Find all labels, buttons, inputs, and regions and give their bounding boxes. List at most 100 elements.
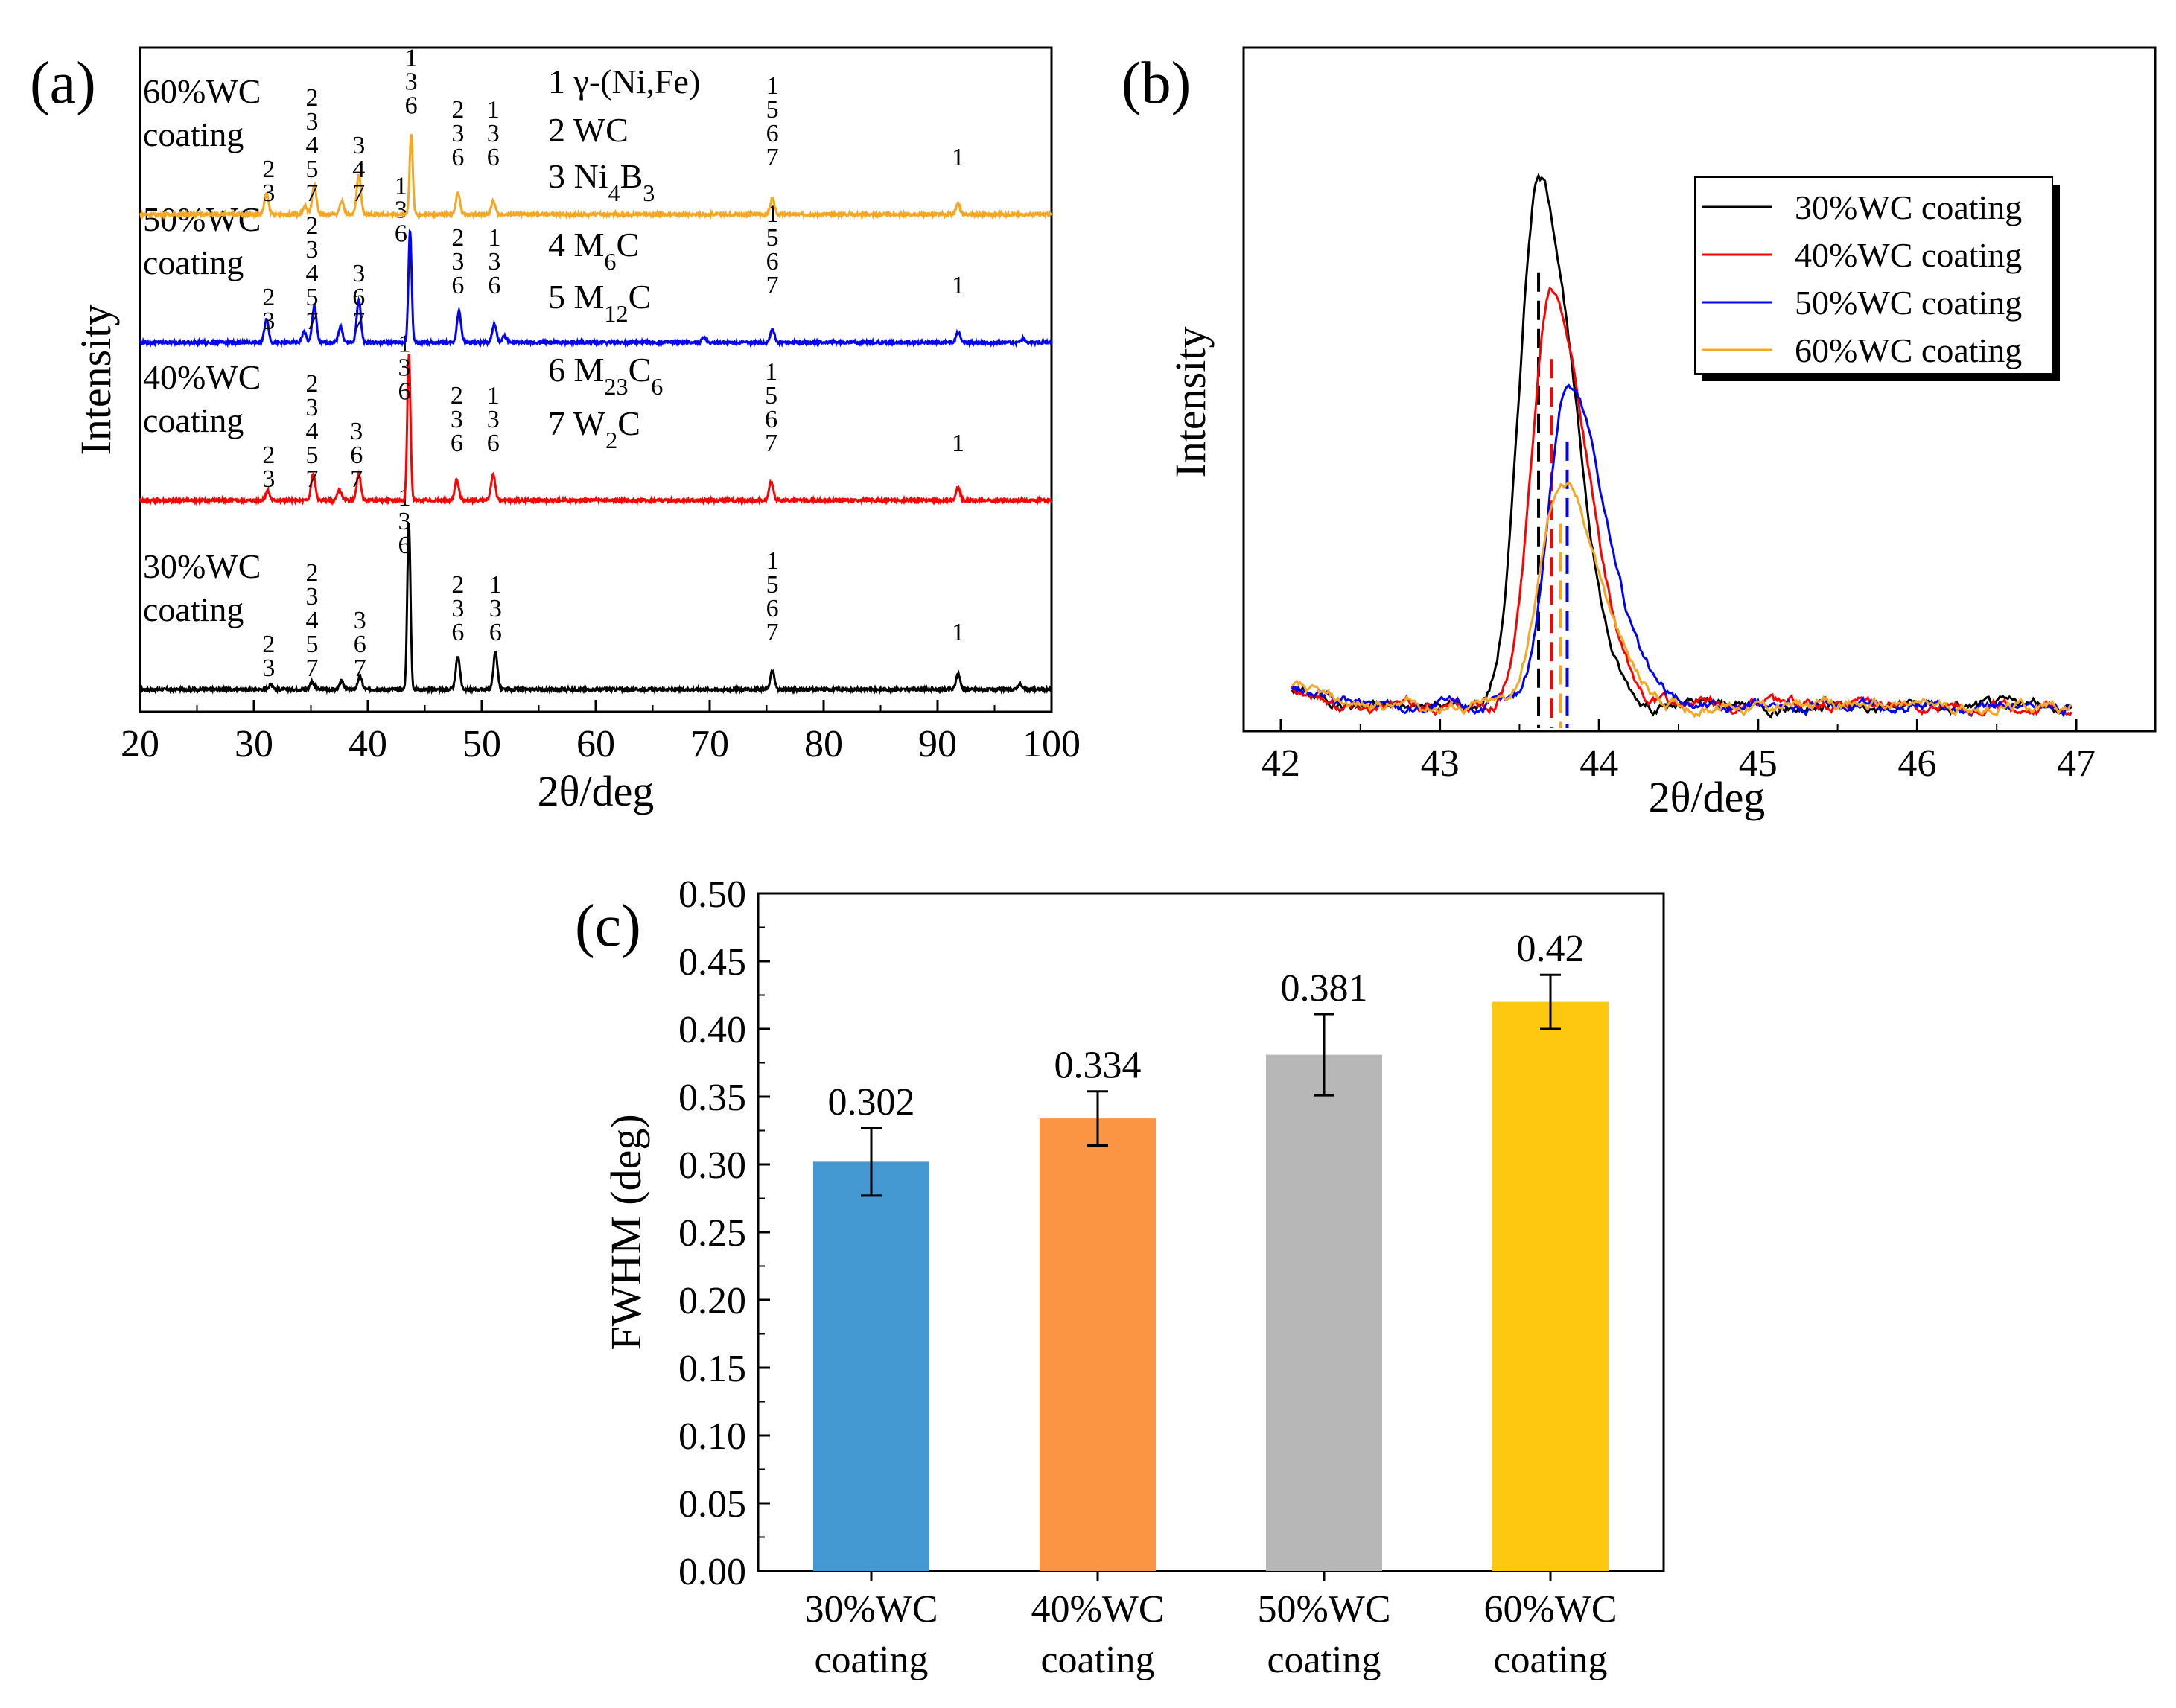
panel-a-peak-label: 7 [766,144,779,171]
panel-a-peak-label: 6 [451,430,463,457]
panel-c-bar [1492,1001,1609,1571]
panel-c-fwhm-bars: 0.00 0.05 0.10 0.15 0.20 0.25 0.30 0.35 0.40 0.45… [575,873,1665,1681]
panel-a-xtick-label: 20 [121,723,159,765]
panel-a-xtick-label: 40 [349,723,387,765]
panel-a-peak-label: 3 [487,406,500,433]
panel-a-peak-label: 3 [451,406,463,433]
panel-c-ytick-label: 0.50 [678,873,746,916]
panel-a-peak-label: 3 [405,68,418,95]
panel-a-peak-label: 2 [262,631,275,658]
panel-a-series-label-2: coating [143,243,244,281]
panel-a-peak-label: 3 [262,654,275,682]
panel-a-peak-label: 1 [405,44,418,71]
panel-b-xtick-label: 47 [2057,742,2096,785]
panel-a-xtick-label: 50 [462,723,501,765]
panel-a-peak-label: 6 [487,144,500,171]
panel-a-legend-entry: 6 M23C6 [548,351,663,400]
panel-a-xlabel: 2θ/deg [538,767,655,815]
panel-a-legend-entry: 3 Ni4B3 [548,157,655,206]
panel-b-legend-label: 30%WC coating [1795,188,2022,226]
panel-b-xtick-label: 46 [1897,742,1936,785]
panel-a-legend-sub: 6 [651,373,663,400]
panel-a-legend-text: B [620,157,643,195]
panel-c-ytick-label: 0.00 [678,1551,746,1593]
panel-a-peak-label: 7 [354,654,366,682]
panel-a-series-line [139,524,1053,695]
panel-a-legend-text: 1 γ-(Ni,Fe) [548,63,700,101]
panel-a-peak-label: 3 [354,607,366,634]
panel-a-label: (a) [30,51,96,116]
panel-a-peak-label: 4 [306,418,319,445]
panel-b-ylabel: Intensity [1166,327,1215,478]
panel-a-peak-label: 3 [488,248,500,275]
panel-b-legend [1694,176,2053,375]
panel-a-xtick-label: 90 [918,723,957,765]
panel-c-category-label: 40%WC [1031,1588,1164,1631]
panel-a-peak-label: 3 [451,248,464,275]
panel-a-peak-label: 1 [952,272,964,299]
panel-a-peak-label: 6 [395,220,407,247]
panel-a-peak-label: 3 [352,132,365,159]
panel-a-xtick-label: 80 [804,723,843,765]
panel-a-peak-label: 1 [395,172,407,200]
panel-a-peak-label: 3 [262,465,275,493]
panel-a-peak-label: 2 [262,284,275,311]
panel-a-legend-sub: 6 [604,248,616,275]
panel-a-peak-label: 3 [489,595,502,622]
panel-c-ytick-label: 0.15 [678,1348,746,1390]
panel-a-peak-label: 1 [398,330,410,357]
panel-a-peak-label: 5 [306,442,319,469]
panel-a-peak-label: 4 [306,607,319,634]
panel-a-peak-label: 6 [489,619,502,646]
panel-a-legend-entry: 4 M6C [548,226,639,275]
panel-a-legend-text: 4 M [548,226,604,264]
panel-a-legend-sub: 2 [605,427,617,453]
panel-c-category-label: 60%WC [1483,1588,1617,1631]
panel-b-xlabel: 2θ/deg [1649,773,1766,821]
panel-b-series-line [1291,482,2072,718]
panel-a-peak-label: 5 [766,224,779,252]
panel-a-legend-entry: 2 WC [548,111,629,149]
panel-a-peak-label: 1 [952,430,964,457]
panel-a-peak-label: 7 [306,465,319,493]
panel-a-peak-label: 6 [451,144,464,171]
panel-a-peak-label: 7 [352,307,365,335]
panel-a-peak-label: 4 [352,156,365,183]
panel-a-peak-label: 2 [306,370,319,398]
panel-a-peak-label: 2 [451,382,463,410]
panel-b-legend-label: 40%WC coating [1795,236,2022,274]
panel-b-label: (b) [1122,51,1191,116]
panel-b-frame [1242,46,2157,733]
panel-a-series-label-1: 40%WC [143,358,261,396]
panel-a-peak-label: 5 [306,284,319,311]
panel-a-legend-sub: 23 [604,373,628,400]
panel-a-peak-label: 6 [398,377,410,405]
panel-c-category-label: coating [1493,1639,1607,1681]
panel-a-peak-label: 3 [352,260,365,287]
panel-a-ylabel: Intensity [71,305,120,456]
panel-a-peak-label: 1 [487,96,500,124]
panel-a-peak-label: 1 [765,358,777,386]
panel-a-series-label-2: coating [143,590,244,628]
panel-a-peak-label: 2 [262,156,275,183]
panel-a-xtick-label: 70 [690,723,729,765]
panel-a-peak-label: 7 [765,430,777,457]
panel-a-series-label-2: coating [143,115,244,153]
panel-a-peak-label: 6 [766,595,779,622]
panel-a-series-line [139,229,1053,348]
panel-a-peak-label: 3 [306,108,319,136]
panel-a-peak-label: 2 [306,212,319,240]
panel-a-legend-entry: 1 γ-(Ni,Fe) [548,63,700,101]
panel-a-peak-label: 6 [398,532,410,559]
panel-a-peak-label: 7 [306,307,319,335]
panel-c-ytick-label: 0.40 [678,1009,746,1051]
panel-a-peak-label: 2 [306,84,319,112]
panel-a-peak-label: 6 [405,92,418,119]
panel-a-peak-label: 5 [306,156,319,183]
panel-c-ytick-label: 0.05 [678,1483,746,1526]
panel-a-peak-label: 2 [451,571,464,599]
panel-b-xtick-label: 44 [1579,742,1618,785]
panel-b-series-line [1291,383,2072,718]
panel-a-legend-sub: 4 [608,179,620,206]
panel-a-legend-text: C [629,278,652,316]
